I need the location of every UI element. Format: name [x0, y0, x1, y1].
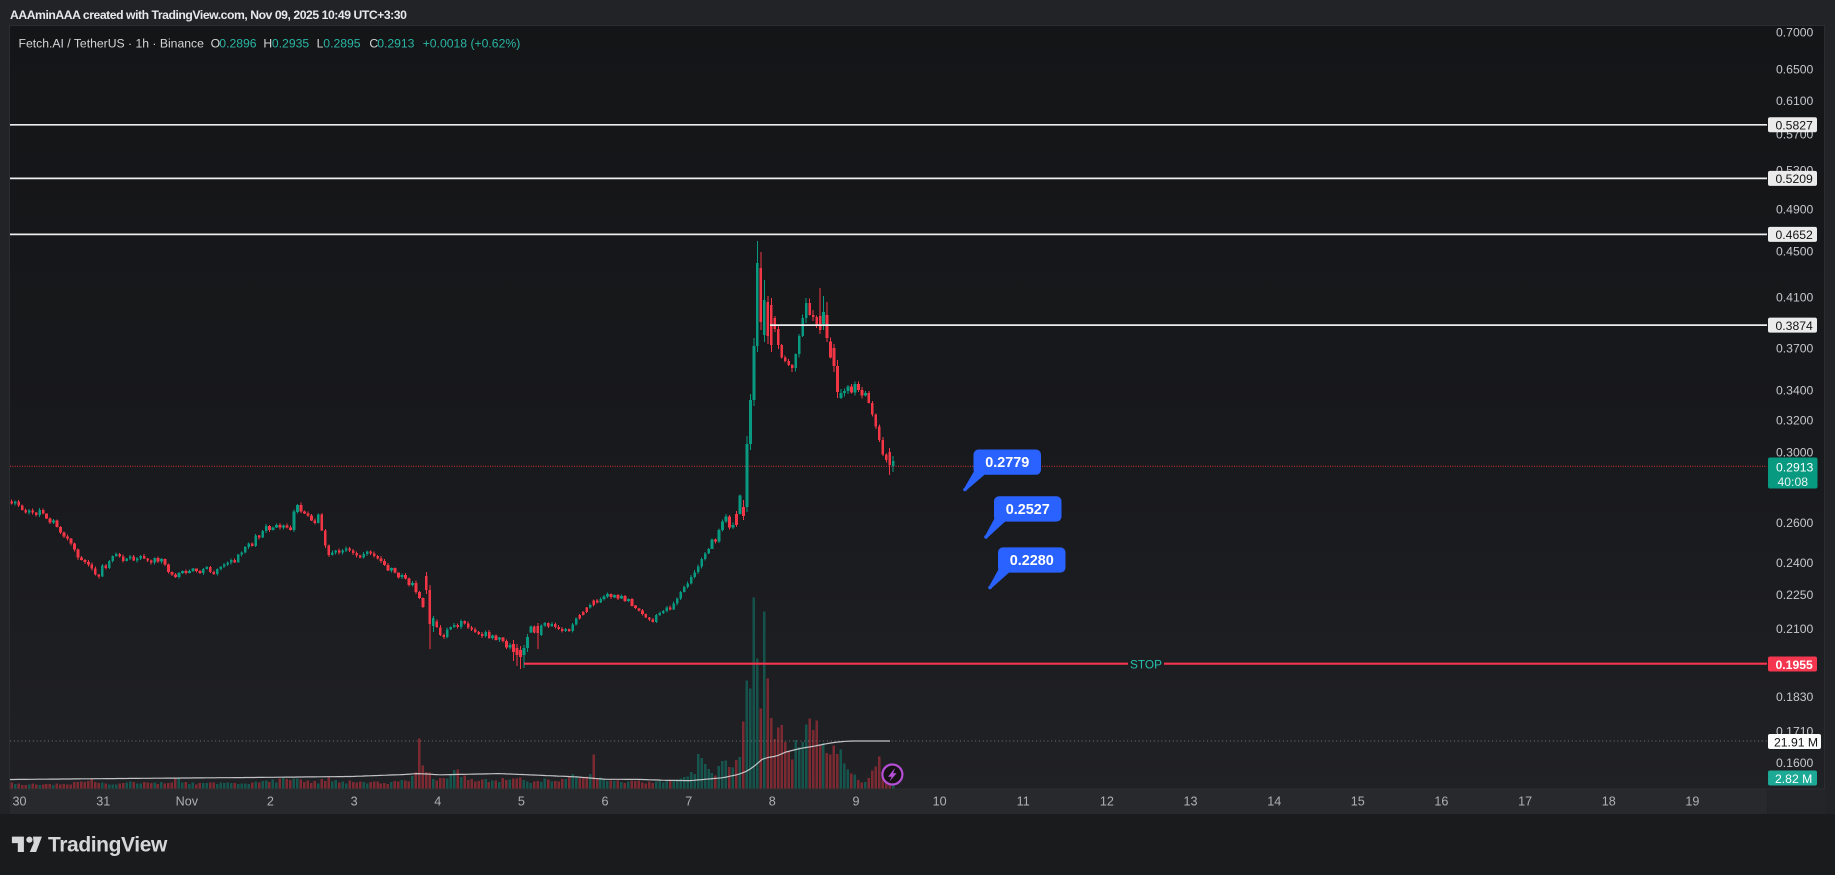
svg-text:0.2896: 0.2896 [219, 37, 256, 51]
svg-text:0.2100: 0.2100 [1776, 622, 1813, 636]
svg-text:31: 31 [96, 795, 110, 809]
svg-text:0.2250: 0.2250 [1776, 588, 1813, 602]
svg-text:0.1600: 0.1600 [1776, 756, 1813, 770]
svg-text:14: 14 [1267, 795, 1281, 809]
svg-text:O: O [211, 37, 220, 51]
svg-text:0.2400: 0.2400 [1776, 556, 1813, 570]
svg-text:0.2527: 0.2527 [1006, 502, 1050, 518]
svg-text:0.2935: 0.2935 [272, 37, 309, 51]
svg-text:8: 8 [769, 795, 776, 809]
svg-text:0.2779: 0.2779 [985, 455, 1029, 471]
svg-text:0.2913: 0.2913 [1776, 460, 1813, 474]
svg-text:16: 16 [1434, 795, 1448, 809]
svg-text:4: 4 [434, 795, 441, 809]
svg-text:11: 11 [1017, 795, 1030, 809]
svg-text:Fetch.AI / TetherUS · 1h · Bin: Fetch.AI / TetherUS · 1h · Binance [19, 37, 205, 51]
svg-text:AAAminAAA created with Trading: AAAminAAA created with TradingView.com, … [10, 8, 407, 22]
svg-text:0.4652: 0.4652 [1776, 228, 1813, 242]
svg-text:19: 19 [1685, 795, 1699, 809]
svg-text:2: 2 [267, 795, 274, 809]
svg-text:3: 3 [351, 795, 358, 809]
svg-text:12: 12 [1100, 795, 1114, 809]
svg-text:0.6500: 0.6500 [1776, 62, 1813, 76]
svg-text:2.82 M: 2.82 M [1775, 772, 1812, 786]
svg-text:0.6100: 0.6100 [1776, 94, 1813, 108]
svg-text:0.2895: 0.2895 [323, 37, 360, 51]
svg-text:0.3000: 0.3000 [1776, 445, 1813, 459]
svg-text:10: 10 [933, 795, 947, 809]
svg-text:0.1955: 0.1955 [1776, 658, 1813, 672]
svg-text:6: 6 [601, 795, 608, 809]
svg-text:TradingView: TradingView [48, 834, 168, 857]
svg-text:Nov: Nov [176, 795, 199, 809]
svg-text:H: H [263, 37, 272, 51]
svg-text:+0.0018 (+0.62%): +0.0018 (+0.62%) [423, 37, 521, 51]
svg-text:0.3200: 0.3200 [1776, 413, 1813, 427]
svg-text:C: C [369, 37, 378, 51]
svg-text:7: 7 [685, 795, 692, 809]
svg-text:0.2913: 0.2913 [377, 37, 414, 51]
svg-text:18: 18 [1602, 795, 1616, 809]
svg-text:0.5209: 0.5209 [1776, 172, 1813, 186]
svg-text:0.2280: 0.2280 [1010, 553, 1054, 569]
svg-text:0.7000: 0.7000 [1776, 26, 1813, 40]
svg-text:0.5827: 0.5827 [1776, 119, 1813, 133]
svg-text:5: 5 [518, 795, 525, 809]
svg-text:40:08: 40:08 [1778, 475, 1809, 489]
svg-text:0.4900: 0.4900 [1776, 202, 1813, 216]
svg-text:21.91 M: 21.91 M [1774, 735, 1818, 749]
svg-text:0.2600: 0.2600 [1776, 516, 1813, 530]
svg-text:0.4500: 0.4500 [1776, 245, 1813, 259]
svg-text:0.1830: 0.1830 [1776, 690, 1813, 704]
svg-text:15: 15 [1351, 795, 1365, 809]
svg-text:9: 9 [852, 795, 859, 809]
svg-text:17: 17 [1518, 795, 1532, 809]
svg-text:L: L [317, 37, 324, 51]
svg-text:13: 13 [1183, 795, 1197, 809]
svg-text:0.3700: 0.3700 [1776, 342, 1813, 356]
svg-text:0.3400: 0.3400 [1776, 383, 1813, 397]
svg-text:STOP: STOP [1130, 658, 1162, 672]
svg-text:30: 30 [12, 795, 26, 809]
svg-text:0.4100: 0.4100 [1776, 291, 1813, 305]
svg-text:0.3874: 0.3874 [1776, 319, 1813, 333]
